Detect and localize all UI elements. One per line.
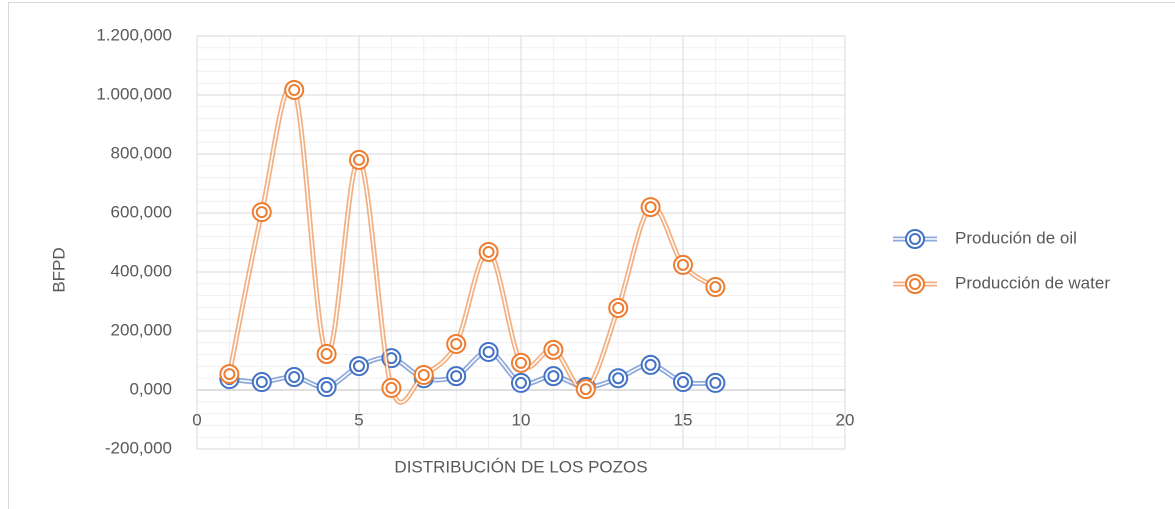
- marker-inner: [612, 372, 625, 385]
- marker: [251, 202, 272, 223]
- marker: [640, 354, 661, 375]
- marker: [673, 372, 693, 393]
- marker: [640, 197, 661, 218]
- marker: [316, 344, 337, 365]
- y-tick-label: 1.200,000: [96, 25, 172, 44]
- marker: [608, 368, 629, 389]
- marker: [413, 364, 434, 385]
- marker: [478, 341, 499, 362]
- marker: [446, 333, 467, 354]
- legend-label: Producción de water: [955, 273, 1110, 292]
- marker-inner: [644, 358, 657, 371]
- marker: [349, 356, 369, 377]
- marker-inner: [223, 368, 236, 381]
- y-tick-label: 600,000: [111, 202, 172, 221]
- marker: [446, 366, 467, 387]
- marker-inner: [288, 83, 301, 96]
- marker-inner: [677, 376, 689, 389]
- marker-inner: [385, 381, 398, 394]
- marker-inner: [909, 278, 921, 290]
- marker: [511, 372, 531, 393]
- marker-inner: [547, 370, 560, 383]
- marker: [543, 339, 564, 360]
- marker: [705, 277, 726, 298]
- marker-inner: [255, 376, 268, 389]
- marker: [381, 377, 402, 398]
- marker: [705, 372, 726, 393]
- marker-inner: [288, 371, 301, 384]
- marker: [673, 254, 693, 275]
- marker-inner: [515, 356, 527, 369]
- marker: [284, 79, 305, 100]
- y-tick-label: 0,000: [129, 379, 172, 398]
- y-axis-title: BFPD: [49, 247, 68, 292]
- marker-inner: [644, 201, 657, 214]
- marker-inner: [677, 258, 689, 271]
- y-tick-label: -200,000: [105, 438, 172, 457]
- marker-inner: [482, 245, 495, 258]
- x-tick-label: 0: [192, 410, 201, 429]
- x-axis-title: DISTRIBUCIÓN DE LOS POZOS: [394, 457, 647, 476]
- marker-inner: [547, 343, 560, 356]
- x-tick-label: 20: [836, 410, 855, 429]
- series-line-highlight: [229, 351, 716, 388]
- marker-inner: [320, 381, 333, 394]
- y-tick-label: 1.000,000: [96, 84, 172, 103]
- marker-inner: [709, 376, 722, 389]
- marker-inner: [450, 370, 463, 383]
- x-tick-label: 5: [354, 410, 363, 429]
- marker: [608, 297, 629, 318]
- marker-inner: [515, 376, 527, 389]
- y-tick-label: 200,000: [111, 320, 172, 339]
- marker: [316, 377, 337, 398]
- marker-inner: [709, 281, 722, 294]
- y-tick-label: 800,000: [111, 143, 172, 162]
- marker-inner: [417, 368, 430, 381]
- marker-inner: [612, 301, 625, 314]
- marker-inner: [909, 233, 921, 245]
- marker-inner: [450, 337, 463, 350]
- marker: [905, 229, 925, 249]
- marker: [219, 364, 240, 385]
- x-tick-label: 15: [674, 410, 693, 429]
- marker-inner: [579, 383, 592, 396]
- marker: [905, 274, 925, 294]
- marker-inner: [255, 206, 268, 219]
- marker: [543, 366, 564, 387]
- marker-inner: [482, 345, 495, 358]
- marker-inner: [353, 153, 365, 166]
- legend-label: Produción de oil: [955, 228, 1077, 247]
- marker-inner: [353, 360, 365, 373]
- marker-inner: [320, 348, 333, 361]
- x-tick-label: 10: [512, 410, 531, 429]
- marker: [251, 372, 272, 393]
- y-tick-label: 400,000: [111, 261, 172, 280]
- marker: [575, 379, 596, 400]
- marker: [349, 149, 369, 170]
- marker: [511, 352, 531, 373]
- marker: [478, 241, 499, 262]
- marker: [284, 367, 305, 388]
- chart-border: [8, 2, 1175, 509]
